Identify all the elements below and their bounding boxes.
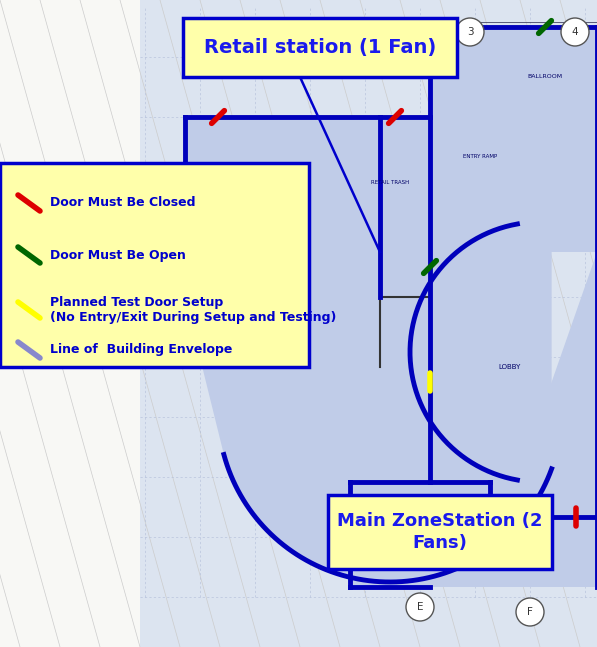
Text: B: B <box>106 282 113 292</box>
Circle shape <box>96 163 124 191</box>
FancyBboxPatch shape <box>183 18 457 77</box>
Circle shape <box>561 18 589 46</box>
Text: BALLROOM: BALLROOM <box>527 74 562 80</box>
Text: Door Must Be Closed: Door Must Be Closed <box>50 197 195 210</box>
Text: Retail station (1 Fan): Retail station (1 Fan) <box>204 38 436 57</box>
Text: Line of  Building Envelope: Line of Building Envelope <box>50 344 232 356</box>
Text: A: A <box>106 172 113 182</box>
Circle shape <box>406 593 434 621</box>
Circle shape <box>456 18 484 46</box>
Text: LOBBY: LOBBY <box>499 364 521 370</box>
Text: Planned Test Door Setup
(No Entry/Exit During Setup and Testing): Planned Test Door Setup (No Entry/Exit D… <box>50 296 336 324</box>
Text: Door Must Be Open: Door Must Be Open <box>50 248 186 261</box>
FancyBboxPatch shape <box>328 495 552 569</box>
Text: ENTRY RAMP: ENTRY RAMP <box>463 155 497 160</box>
Polygon shape <box>350 482 597 587</box>
Text: 4: 4 <box>572 27 578 37</box>
Circle shape <box>516 598 544 626</box>
Polygon shape <box>410 224 597 482</box>
FancyBboxPatch shape <box>0 163 309 367</box>
Circle shape <box>96 273 124 301</box>
Polygon shape <box>430 27 597 252</box>
Polygon shape <box>185 117 552 582</box>
Text: RETAIL WEST: RETAIL WEST <box>235 204 275 210</box>
Polygon shape <box>0 0 140 647</box>
Text: RETAIL TRASH: RETAIL TRASH <box>371 179 409 184</box>
Text: E: E <box>417 602 423 612</box>
Text: 3: 3 <box>467 27 473 37</box>
Text: Main ZoneStation (2
Fans): Main ZoneStation (2 Fans) <box>337 512 543 552</box>
Polygon shape <box>140 0 597 647</box>
Text: F: F <box>527 607 533 617</box>
